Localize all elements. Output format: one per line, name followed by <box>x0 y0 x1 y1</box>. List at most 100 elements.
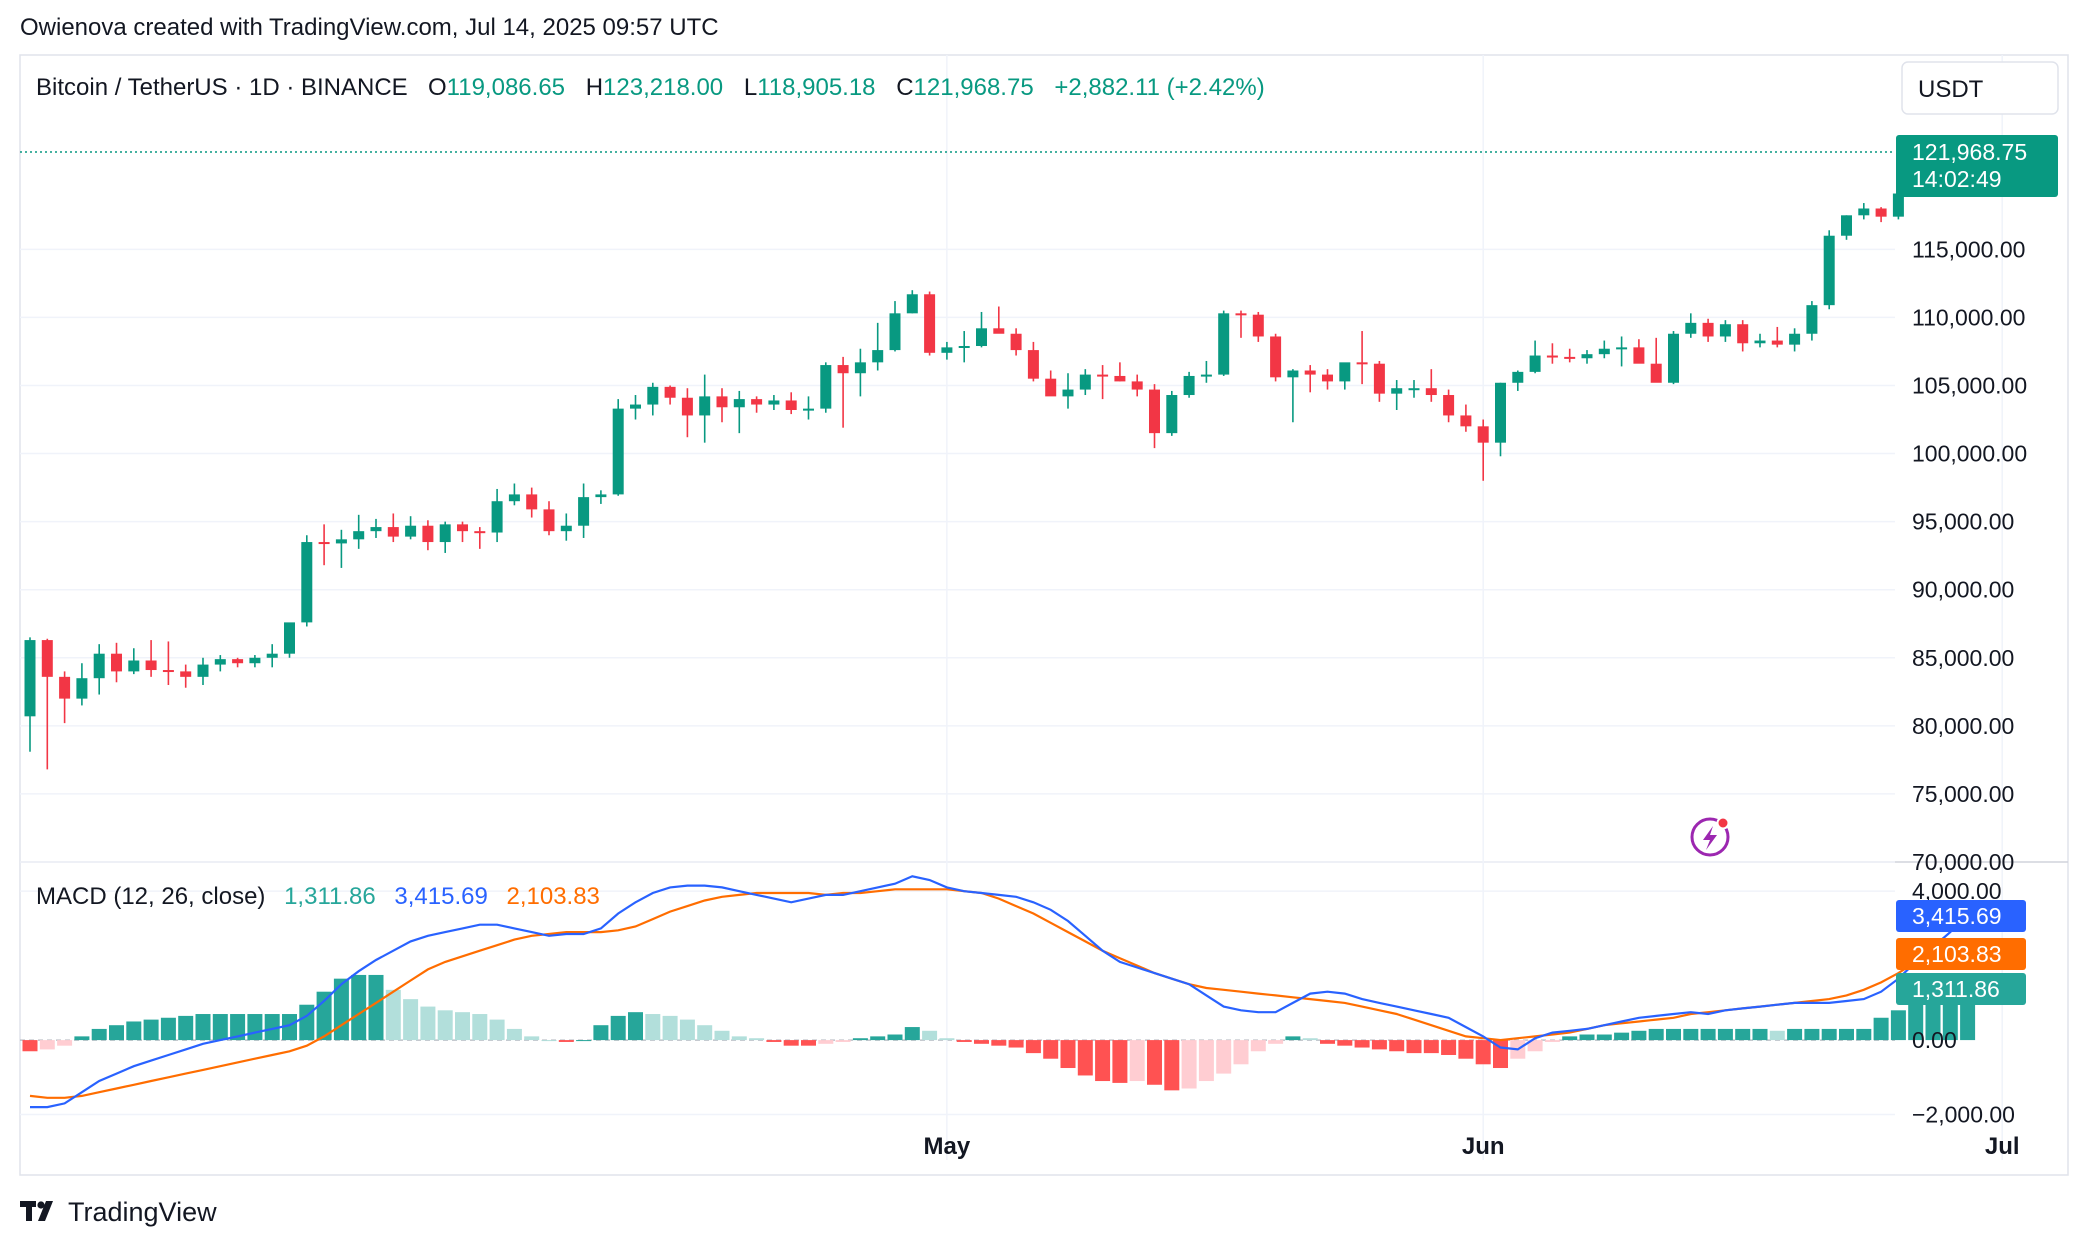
symbol-title[interactable]: Bitcoin / TetherUS · 1D · BINANCE <box>36 74 408 101</box>
macd-histogram-bar <box>1337 1040 1353 1046</box>
price-tick-label: 80,000.00 <box>1912 713 2014 739</box>
candle-body <box>1252 314 1264 337</box>
macd-histogram-bar <box>1475 1040 1491 1065</box>
candle <box>474 527 486 549</box>
candle-body <box>1771 340 1783 345</box>
candle <box>301 535 313 627</box>
lightning-icon[interactable] <box>1690 816 1730 857</box>
macd-histogram-bar <box>1198 1040 1214 1082</box>
macd-histogram-bar <box>247 1014 263 1041</box>
currency-box[interactable] <box>1901 61 2059 115</box>
macd-signal-line <box>29 888 1917 1099</box>
macd-histogram-bar <box>143 1019 159 1041</box>
candle-body <box>387 527 399 537</box>
candle-body <box>837 365 849 374</box>
tradingview-brand[interactable]: TradingView <box>20 1192 217 1232</box>
macd-histogram-bar <box>1856 1028 1872 1041</box>
candle <box>387 513 399 543</box>
last-price-tag <box>1896 135 2058 197</box>
candle-body <box>1010 333 1022 351</box>
candle <box>630 395 641 420</box>
candle-body <box>1650 363 1662 383</box>
candle <box>1546 343 1558 364</box>
candle <box>1529 340 1541 374</box>
macd-histogram-bar <box>801 1040 816 1046</box>
candle-body <box>1789 333 1801 345</box>
macd-histogram-bar <box>714 1030 730 1041</box>
candle-body <box>1841 215 1852 236</box>
price-tick-label: 90,000.00 <box>1912 577 2014 603</box>
macd-histogram-bar <box>1562 1036 1578 1041</box>
macd-histogram-bar <box>178 1015 194 1041</box>
macd-histogram-bar <box>783 1040 799 1046</box>
axis-labels: 70,000.00 75,000.00 80,000.00 85,000.00 90,0… <box>924 236 2028 1160</box>
candle-body <box>335 539 347 544</box>
candle-body <box>301 542 313 623</box>
candle-body <box>612 408 624 495</box>
currency-label: USDT <box>1918 76 1984 103</box>
macd-histogram-bar <box>662 1015 678 1041</box>
candle-body <box>716 396 728 408</box>
macd-histogram-bar <box>1060 1040 1076 1069</box>
candle-body <box>1685 322 1697 334</box>
open-label: O <box>428 74 447 101</box>
candle-body <box>1062 389 1074 397</box>
candle-body <box>145 660 157 671</box>
candle <box>197 657 209 686</box>
page-caption: Owienova created with TradingView.com, J… <box>20 14 719 41</box>
macd-histogram-bar <box>1700 1028 1716 1041</box>
candle-body <box>1045 378 1057 397</box>
macd-histogram-bar <box>195 1014 211 1041</box>
candle <box>768 395 780 410</box>
macd-histogram-bar <box>749 1038 765 1041</box>
candle <box>1045 370 1057 397</box>
candle <box>1650 337 1662 383</box>
macd-histogram-bar <box>403 999 419 1041</box>
macd-histogram-bar <box>420 1006 436 1041</box>
macd-legend: MACD (12, 26, close) 1,311.86 3,415.69 2… <box>36 883 600 910</box>
candle <box>1200 360 1212 383</box>
macd-histogram-bar <box>1164 1040 1180 1091</box>
candle <box>111 642 122 683</box>
candle-body <box>214 659 226 665</box>
price-tick-label: 105,000.00 <box>1912 372 2027 398</box>
macd-histogram-bar <box>870 1036 886 1041</box>
candle <box>1702 318 1714 342</box>
macd-histogram-bar <box>1008 1040 1024 1048</box>
macd-histogram-bar <box>506 1028 522 1041</box>
macd-histogram-bar <box>1043 1040 1059 1059</box>
macd-title[interactable]: MACD (12, 26, close) <box>36 883 265 910</box>
candle-body <box>889 313 901 351</box>
candle <box>595 490 607 504</box>
macd-histogram-bar <box>22 1040 38 1052</box>
candle <box>976 311 987 348</box>
macd-histogram-bar <box>351 974 367 1041</box>
macd-histogram-bar <box>57 1040 73 1046</box>
candle <box>491 488 503 543</box>
candle-body <box>1512 371 1524 383</box>
macd-histogram-bar <box>766 1040 782 1042</box>
candle <box>647 382 659 416</box>
macd-histogram-bar <box>731 1036 747 1041</box>
macd-histogram-bar <box>1354 1040 1370 1048</box>
macd-histogram-bar <box>437 1010 453 1041</box>
candle-body <box>595 494 607 498</box>
candle-body <box>647 386 659 405</box>
macd-histogram-bar <box>679 1019 695 1041</box>
price-tick-label: 85,000.00 <box>1912 645 2014 671</box>
macd-histogram-bar <box>1839 1028 1854 1041</box>
candle <box>1235 310 1247 338</box>
candle <box>1841 215 1852 240</box>
candle-body <box>1287 370 1299 378</box>
price-tick-label: 75,000.00 <box>1912 781 2014 807</box>
candle-body <box>1235 313 1247 316</box>
candle <box>405 516 417 540</box>
candle-body <box>491 501 503 533</box>
candle-body <box>699 396 711 416</box>
close-value: 121,968.75 <box>914 74 1034 101</box>
candle-body <box>24 640 36 717</box>
candle-body <box>733 399 745 408</box>
candle <box>318 524 330 566</box>
macd-line-value: 3,415.69 <box>394 883 487 910</box>
